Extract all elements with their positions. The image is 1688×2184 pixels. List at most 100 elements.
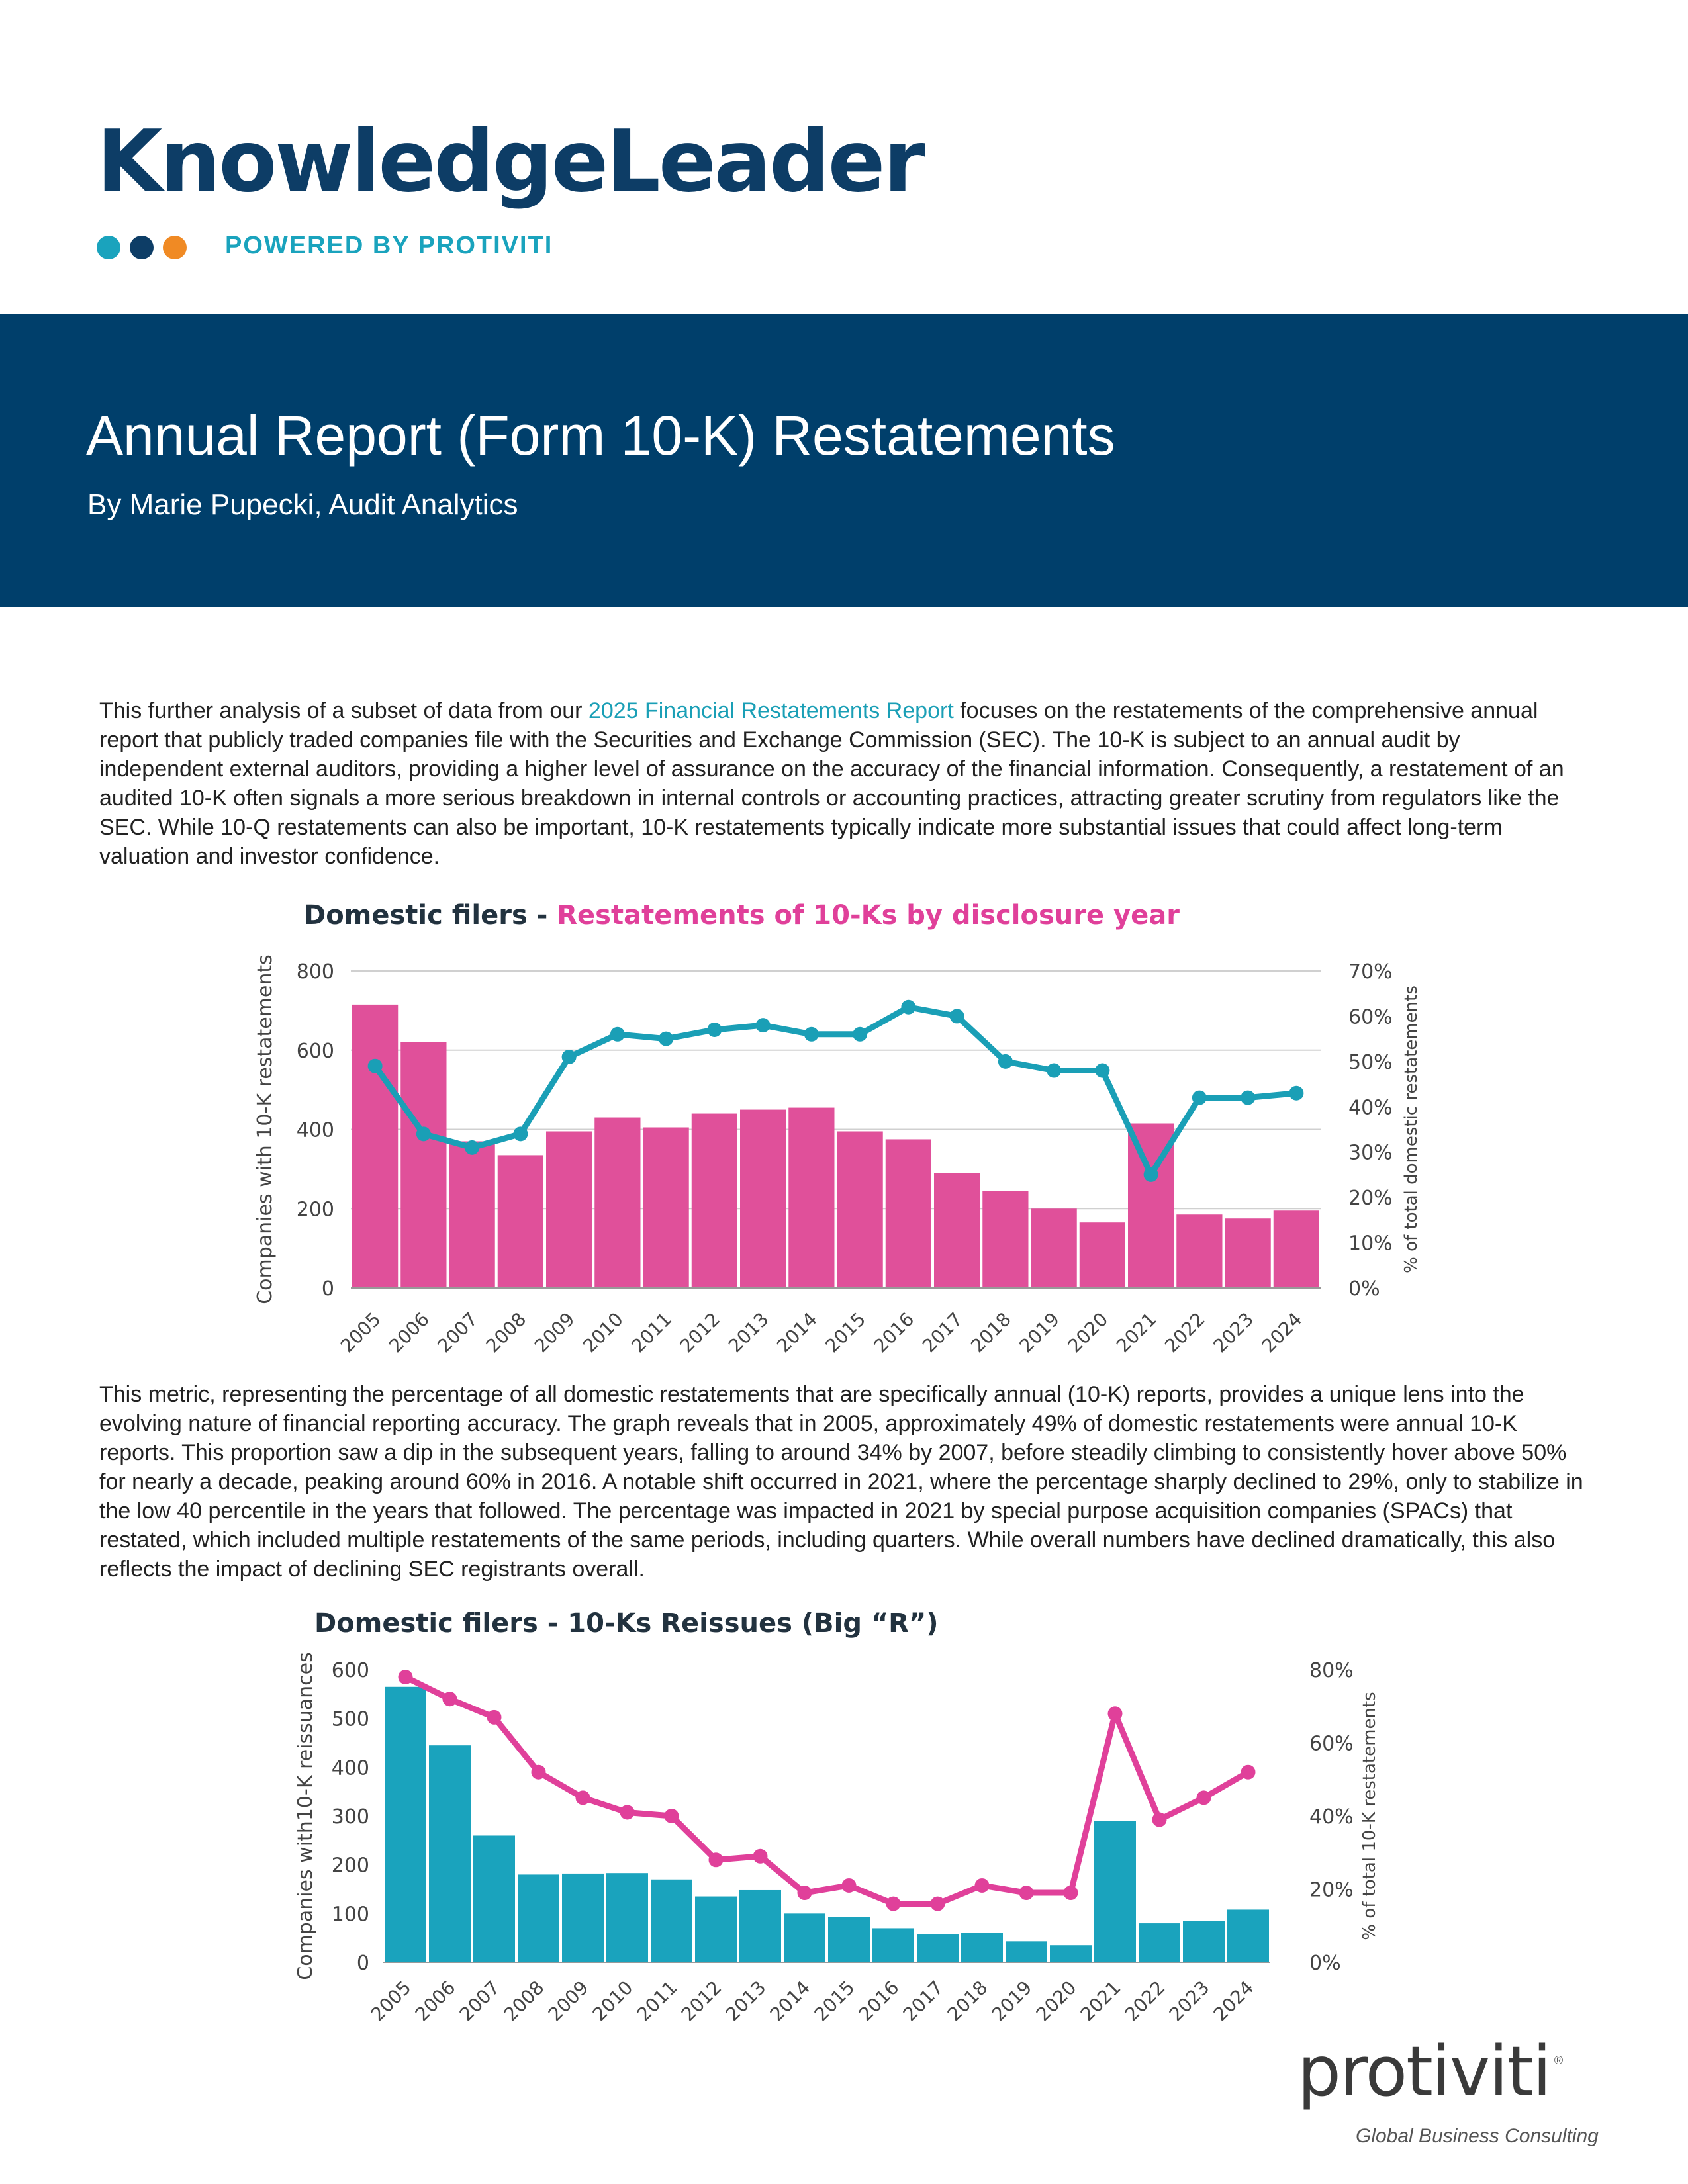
y2-tick-label: 20%: [1348, 1187, 1393, 1210]
y2-axis-title: % of total domestic restatements: [1401, 985, 1421, 1273]
bar-2023: [1183, 1921, 1225, 1962]
y2-tick-label: 40%: [1309, 1805, 1354, 1829]
bar-2007: [449, 1141, 495, 1288]
bar-2015: [828, 1917, 870, 1962]
intro-paragraph: This further analysis of a subset of dat…: [99, 696, 1589, 871]
bar-2007: [473, 1835, 515, 1962]
report-link[interactable]: 2025 Financial Restatements Report: [588, 698, 954, 723]
line-point-2008: [513, 1126, 528, 1142]
bar-2011: [643, 1127, 689, 1288]
bar-2009: [562, 1873, 604, 1962]
y-axis-title: Companies with 10-K restatements: [254, 954, 277, 1304]
bar-2023: [1225, 1218, 1271, 1288]
chart1-title-highlight: Restatements of 10-Ks by disclosure year: [557, 900, 1180, 931]
line-point-2017: [930, 1896, 945, 1911]
percentage-line: [404, 1674, 1250, 1907]
x-tick-label: 2017: [899, 1977, 948, 2026]
bar-2022: [1139, 1923, 1180, 1962]
line-point-2007: [465, 1140, 480, 1155]
line-point-2005: [398, 1670, 413, 1685]
y-tick-label: 300: [332, 1805, 369, 1829]
line-point-2023: [1196, 1790, 1211, 1805]
chart1-title: Domestic filers - Restatements of 10-Ks …: [304, 900, 1180, 931]
line-point-2017: [949, 1009, 964, 1024]
y-axis-title: Companies with10-K reissuances: [294, 1652, 317, 1980]
y-tick-label: 600: [332, 1659, 369, 1682]
x-tick-label: 2022: [1121, 1977, 1170, 2026]
x-tick-label: 2015: [810, 1977, 859, 2026]
line-point-2021: [1143, 1167, 1158, 1182]
line-point-2010: [610, 1026, 625, 1042]
bar-2013: [739, 1889, 781, 1962]
x-tick-label: 2024: [1209, 1977, 1258, 2026]
line-point-2015: [853, 1026, 868, 1042]
line-point-2016: [886, 1896, 901, 1911]
x-tick-label: 2014: [766, 1977, 815, 2026]
line-point-2019: [1047, 1063, 1062, 1078]
line-point-2006: [442, 1692, 457, 1707]
bar-2010: [606, 1873, 648, 1962]
line-point-2020: [1095, 1063, 1110, 1078]
y2-tick-label: 80%: [1309, 1659, 1354, 1682]
brand-dot-orange-icon: [163, 236, 187, 259]
bar-2010: [594, 1117, 641, 1288]
line-point-2018: [998, 1054, 1013, 1069]
brand-dot-navy-icon: [130, 236, 154, 259]
y2-tick-label: 0%: [1348, 1277, 1380, 1300]
bar-2013: [740, 1109, 786, 1288]
line-point-2011: [659, 1031, 674, 1046]
y2-tick-label: 60%: [1348, 1005, 1393, 1028]
y2-axis-title: % of total 10-K restatements: [1360, 1692, 1380, 1940]
line-point-2014: [804, 1026, 819, 1042]
line-point-2009: [561, 1050, 577, 1065]
x-tick-label: 2023: [1165, 1977, 1214, 2026]
y-tick-label: 200: [297, 1198, 334, 1221]
x-tick-label: 2009: [544, 1977, 593, 2026]
x-tick-label: 2021: [1076, 1977, 1125, 2026]
line-point-2024: [1241, 1764, 1256, 1780]
y2-tick-label: 60%: [1309, 1733, 1354, 1756]
protiviti-logo: protiviti: [1297, 2031, 1552, 2112]
y2-tick-label: 30%: [1348, 1142, 1393, 1165]
line-point-2005: [367, 1058, 383, 1073]
x-tick-label: 2013: [722, 1977, 771, 2026]
x-tick-label: 2011: [633, 1977, 682, 2026]
x-tick-label: 2019: [988, 1977, 1037, 2026]
bar-2018: [982, 1191, 1029, 1288]
percentage-line: [372, 1004, 1297, 1178]
x-tick-label: 2005: [367, 1977, 416, 2026]
line-point-2011: [664, 1809, 679, 1823]
line-point-2018: [974, 1878, 990, 1893]
bar-2005: [352, 1004, 399, 1288]
y-tick-label: 500: [332, 1708, 369, 1731]
line-point-2022: [1192, 1090, 1207, 1105]
line-point-2006: [416, 1126, 431, 1142]
y-tick-label: 100: [332, 1903, 369, 1926]
y-tick-label: 400: [297, 1119, 334, 1142]
bar-2020: [1050, 1945, 1092, 1962]
knowledgeleader-logo: KnowledgeLeader: [97, 113, 925, 211]
title-banner: [0, 314, 1688, 607]
bar-2016: [885, 1139, 931, 1288]
intro-text-end: focuses on the restatements of the compr…: [99, 698, 1564, 869]
y2-tick-label: 70%: [1348, 960, 1393, 983]
y-tick-label: 600: [297, 1040, 334, 1063]
bar-2024: [1227, 1909, 1269, 1962]
bar-2022: [1176, 1214, 1223, 1288]
bar-2015: [837, 1131, 883, 1288]
analysis-paragraph: This metric, representing the percentage…: [99, 1382, 1583, 1582]
byline: By Marie Pupecki, Audit Analytics: [87, 488, 518, 521]
protiviti-logo-group: protiviti ®: [1297, 2032, 1563, 2111]
line-point-2021: [1107, 1706, 1123, 1721]
x-tick-label: 2018: [943, 1977, 992, 2026]
brand-dot-teal-icon: [97, 236, 120, 259]
x-tick-label: 2008: [500, 1977, 549, 2026]
bar-2014: [784, 1913, 825, 1962]
line-point-2023: [1241, 1090, 1256, 1105]
intro-text-start: This further analysis of a subset of dat…: [99, 698, 588, 723]
y-tick-label: 0: [322, 1277, 334, 1300]
y2-tick-label: 0%: [1309, 1952, 1341, 1975]
bar-2008: [497, 1155, 543, 1288]
